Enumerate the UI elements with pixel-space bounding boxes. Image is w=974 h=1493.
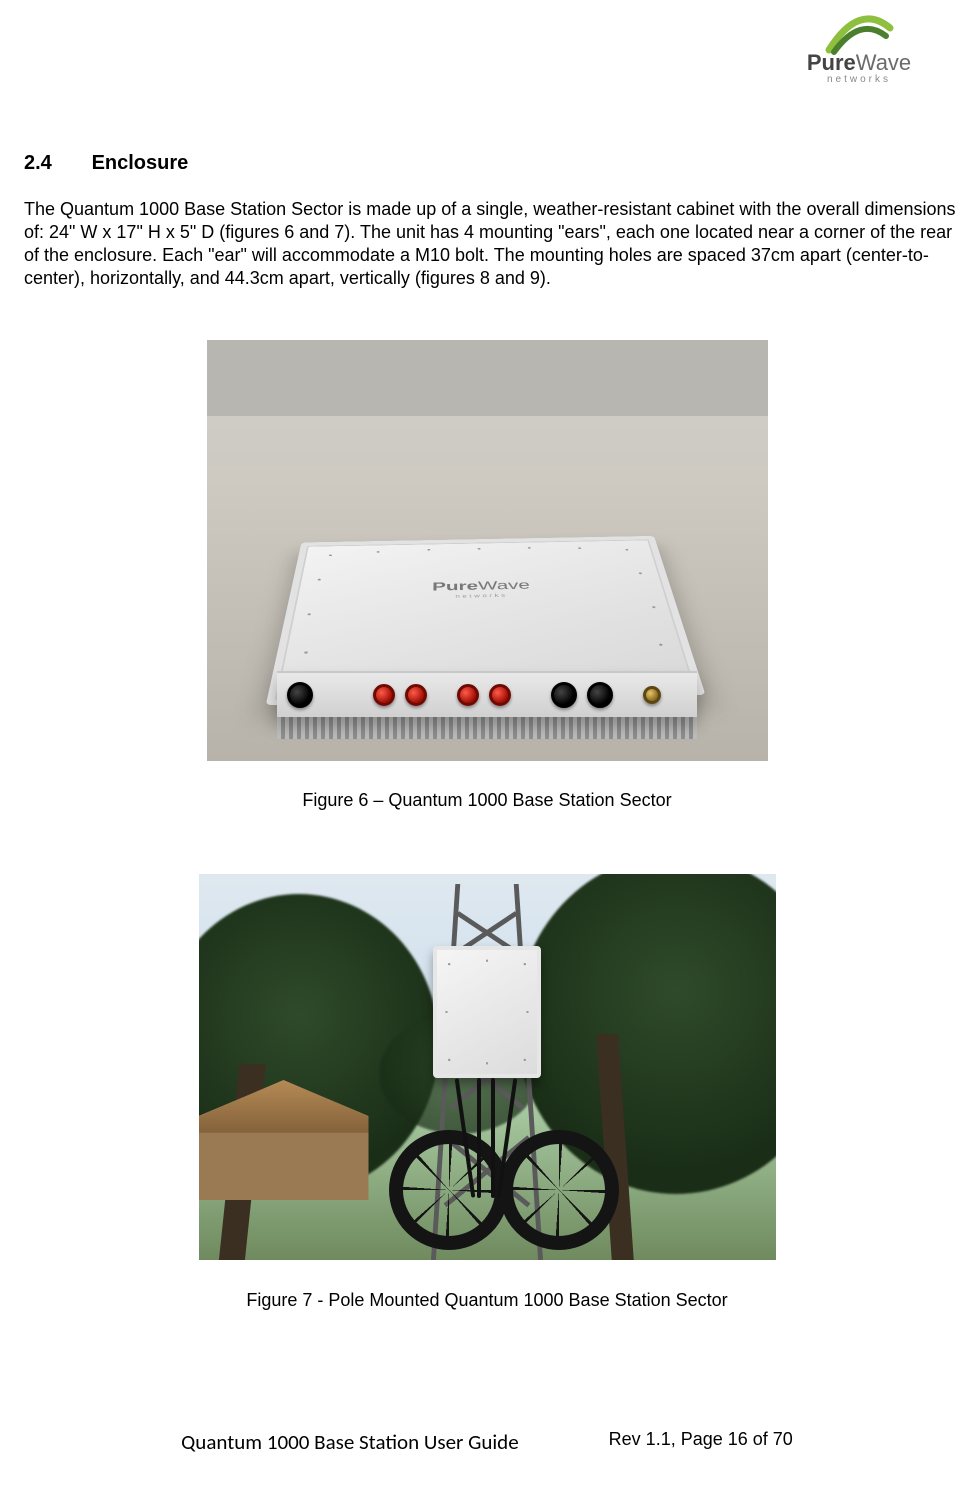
connector-ant1a [373, 684, 395, 706]
figure-6: PureWave networks [0, 340, 974, 761]
brand-logo: PureWave networks [784, 10, 934, 85]
connector-ant2b [489, 684, 511, 706]
connector-bar [277, 671, 697, 717]
figure-7-caption: Figure 7 - Pole Mounted Quantum 1000 Bas… [0, 1290, 974, 1311]
cables [457, 1078, 517, 1198]
section-heading: 2.4 Enclosure [24, 152, 188, 175]
connector-aux1 [551, 682, 577, 708]
section-title: Enclosure [92, 152, 189, 174]
mounted-device [433, 946, 541, 1078]
brand-suffix: Wave [856, 50, 911, 75]
device-brand-suffix: Wave [477, 578, 530, 592]
connector-ant1b [405, 684, 427, 706]
connector-power [287, 682, 313, 708]
footer-doc-title: Quantum 1000 Base Station User Guide [181, 1429, 519, 1455]
heatsink-fins [277, 717, 697, 739]
brand-prefix: Pure [807, 50, 856, 75]
connector-aux2 [587, 682, 613, 708]
section-number: 2.4 [24, 152, 86, 175]
footer-rev: Rev 1.1, Page 16 of 70 [609, 1429, 793, 1455]
body-paragraph: The Quantum 1000 Base Station Sector is … [24, 198, 960, 290]
page-footer: Quantum 1000 Base Station User Guide Rev… [0, 1429, 974, 1455]
figure-7-image [199, 874, 776, 1260]
device-brand: PureWave networks [295, 576, 665, 602]
figure-7 [0, 874, 974, 1260]
brand-name: PureWave [784, 50, 934, 76]
figure-6-caption: Figure 6 – Quantum 1000 Base Station Sec… [0, 790, 974, 811]
page: PureWave networks 2.4 Enclosure The Quan… [0, 0, 974, 1493]
connector-ant2a [457, 684, 479, 706]
figure-6-image: PureWave networks [207, 340, 768, 761]
device-brand-prefix: Pure [431, 579, 477, 593]
connector-gps [643, 686, 661, 704]
